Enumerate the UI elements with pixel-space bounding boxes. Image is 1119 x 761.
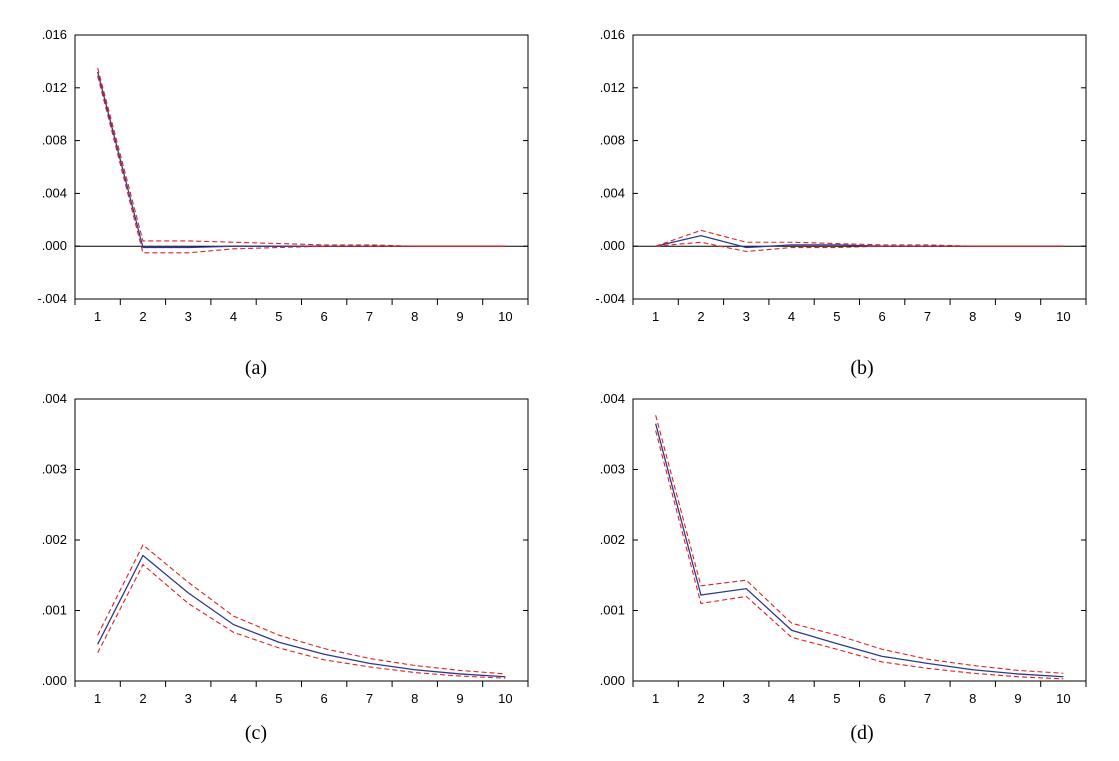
confidence-band-upper xyxy=(97,67,506,247)
y-tick-label: .004 xyxy=(600,391,625,406)
x-tick-label: 10 xyxy=(1056,691,1070,706)
y-tick-label: .001 xyxy=(42,603,67,618)
x-tick-label: 1 xyxy=(652,309,659,324)
x-tick-label: 5 xyxy=(275,691,282,706)
x-tick-label: 9 xyxy=(456,309,463,324)
y-tick-label: .004 xyxy=(42,391,67,406)
x-tick-label: 7 xyxy=(366,691,373,706)
confidence-band-upper xyxy=(97,544,506,675)
y-tick-label: .008 xyxy=(600,133,625,148)
y-tick-label: .003 xyxy=(600,462,625,477)
x-tick-label: 7 xyxy=(366,309,373,324)
y-tick-label: .004 xyxy=(600,185,625,200)
y-tick-label: .002 xyxy=(600,532,625,547)
panel-caption: (b) xyxy=(850,357,873,379)
x-tick-label: 4 xyxy=(230,691,237,706)
panel-d: .004 .003 .002 .001 .000 1 2 3 4 5 6 7 8 9 10 (d) xyxy=(600,391,1087,744)
y-tick-label: .008 xyxy=(42,133,67,148)
y-tick-label: -.004 xyxy=(37,291,67,306)
plot-frame xyxy=(74,34,529,300)
confidence-band-lower xyxy=(655,241,1064,253)
panel-a: .016 .012 .008 .004 .000 -.004 1 2 3 4 5 6 7 8 9 10 (a) xyxy=(37,27,529,379)
x-tick-label: 6 xyxy=(321,691,328,706)
y-tick-label: .012 xyxy=(42,80,67,95)
x-tick-label: 10 xyxy=(1056,309,1070,324)
x-tick-label: 7 xyxy=(924,309,931,324)
y-tick-label: .000 xyxy=(42,238,67,253)
x-tick-label: 10 xyxy=(498,309,512,324)
x-tick-label: 9 xyxy=(1014,309,1021,324)
panel-c: .004 .003 .002 .001 .000 1 2 3 4 5 6 7 8 9 10 (c) xyxy=(42,391,529,744)
x-tick-label: 2 xyxy=(697,691,704,706)
y-tick-label: -.004 xyxy=(595,291,625,306)
y-tick-label: .012 xyxy=(600,80,625,95)
y-tick-label: .001 xyxy=(600,603,625,618)
x-tick-label: 2 xyxy=(139,309,146,324)
x-tick-label: 4 xyxy=(230,309,237,324)
confidence-band-lower xyxy=(655,430,1064,680)
x-tick-label: 3 xyxy=(185,691,192,706)
confidence-band-lower xyxy=(97,75,506,254)
x-tick-label: 8 xyxy=(411,309,418,324)
x-tick-label: 5 xyxy=(833,691,840,706)
y-tick-label: .002 xyxy=(42,532,67,547)
x-tick-label: 8 xyxy=(411,691,418,706)
x-tick-label: 10 xyxy=(498,691,512,706)
x-tick-label: 7 xyxy=(924,691,931,706)
y-tick-label: .016 xyxy=(600,27,625,42)
x-tick-label: 8 xyxy=(969,691,976,706)
panel-caption: (d) xyxy=(850,722,873,744)
confidence-band-upper xyxy=(655,229,1064,247)
y-tick-label: .000 xyxy=(42,673,67,688)
x-tick-label: 3 xyxy=(185,309,192,324)
response-line xyxy=(97,554,506,678)
y-tick-label: .000 xyxy=(600,238,625,253)
response-line xyxy=(97,71,506,249)
x-tick-label: 3 xyxy=(743,309,750,324)
plot-frame xyxy=(74,398,529,682)
x-tick-label: 1 xyxy=(652,691,659,706)
x-tick-label: 9 xyxy=(1014,691,1021,706)
panel-b: .016 .012 .008 .004 .000 -.004 1 2 3 4 5 6 7 8 9 10 (b) xyxy=(595,27,1087,379)
y-tick-label: .003 xyxy=(42,462,67,477)
plot-frame xyxy=(632,398,1087,682)
y-tick-label: .016 xyxy=(42,27,67,42)
x-tick-label: 3 xyxy=(743,691,750,706)
x-tick-label: 5 xyxy=(275,309,282,324)
x-tick-label: 9 xyxy=(456,691,463,706)
x-tick-label: 1 xyxy=(94,309,101,324)
x-tick-label: 6 xyxy=(321,309,328,324)
plot-frame xyxy=(632,34,1087,300)
y-tick-label: .000 xyxy=(600,673,625,688)
panel-caption: (a) xyxy=(245,357,267,379)
x-tick-label: 6 xyxy=(879,691,886,706)
x-tick-label: 5 xyxy=(833,309,840,324)
panel-caption: (c) xyxy=(245,722,267,744)
x-tick-label: 4 xyxy=(788,309,795,324)
response-line xyxy=(655,423,1064,678)
x-tick-label: 2 xyxy=(697,309,704,324)
x-tick-label: 4 xyxy=(788,691,795,706)
x-tick-label: 8 xyxy=(969,309,976,324)
confidence-band-upper xyxy=(655,415,1064,674)
x-tick-label: 6 xyxy=(879,309,886,324)
confidence-band-lower xyxy=(97,563,506,679)
y-tick-label: .004 xyxy=(42,185,67,200)
x-tick-label: 2 xyxy=(139,691,146,706)
x-tick-label: 1 xyxy=(94,691,101,706)
